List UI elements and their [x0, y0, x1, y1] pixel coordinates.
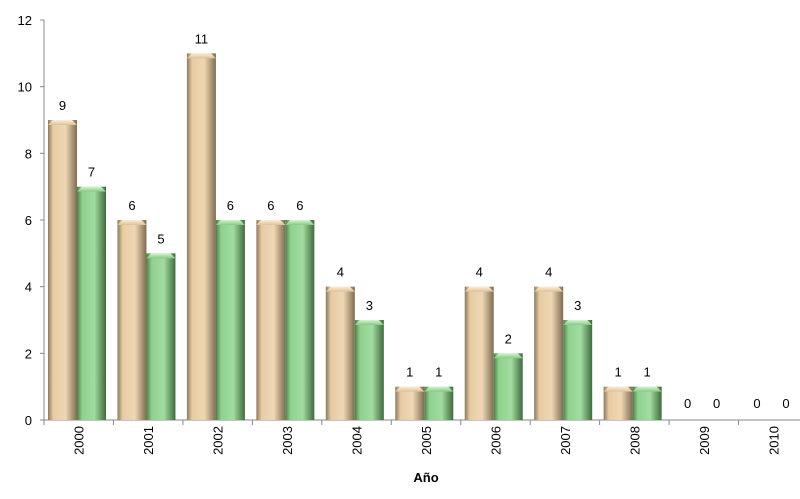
y-tick-label: 4	[25, 280, 32, 295]
bar	[563, 320, 593, 420]
bar-cap	[354, 320, 384, 325]
bar-cap	[77, 186, 106, 192]
bar	[256, 220, 286, 420]
y-tick-label: 0	[25, 413, 32, 428]
bar-cap	[117, 220, 147, 225]
data-label: 1	[644, 365, 651, 380]
data-label: 9	[59, 98, 66, 113]
bar-cap	[632, 386, 662, 392]
bar	[325, 286, 355, 420]
bar	[285, 220, 315, 420]
data-label: 3	[366, 298, 373, 313]
x-tick-label: 2010	[766, 426, 781, 455]
bar-cap	[493, 353, 523, 359]
bar	[632, 386, 662, 420]
x-tick-label: 2005	[419, 426, 434, 455]
bar-cap	[285, 220, 315, 225]
x-tick-label: 2003	[280, 426, 295, 455]
bar	[534, 286, 564, 420]
bar	[186, 53, 216, 420]
x-tick-label: 2007	[558, 426, 573, 455]
x-tick-label: 2001	[141, 426, 156, 455]
bar-cap	[325, 286, 355, 292]
x-tick-label: 2006	[488, 426, 503, 455]
bars	[48, 53, 662, 420]
bar	[395, 386, 425, 420]
data-label: 4	[476, 265, 483, 280]
data-label: 6	[227, 198, 234, 213]
bar	[146, 253, 176, 420]
data-label: 4	[545, 265, 552, 280]
bar-cap	[395, 386, 425, 392]
bar-cap	[48, 120, 77, 125]
x-tick-label: 2008	[627, 426, 642, 455]
bar-cap	[603, 386, 633, 392]
y-tick-label: 12	[18, 13, 32, 28]
bar-cap	[534, 286, 564, 292]
bar	[354, 320, 384, 420]
data-label: 1	[435, 365, 442, 380]
data-label: 7	[88, 165, 95, 180]
data-label: 6	[267, 198, 274, 213]
data-label: 6	[296, 198, 303, 213]
data-label: 1	[406, 365, 413, 380]
data-label: 11	[195, 31, 209, 46]
bar	[464, 286, 494, 420]
x-axis-title: Año	[413, 470, 438, 485]
data-label: 0	[782, 396, 789, 411]
y-tick-label: 2	[25, 346, 32, 361]
bar	[424, 386, 454, 420]
bar	[493, 353, 523, 420]
data-label: 0	[684, 396, 691, 411]
bar	[48, 120, 77, 420]
y-tick-label: 6	[25, 213, 32, 228]
bar-cap	[146, 253, 176, 259]
data-label: 6	[128, 198, 135, 213]
x-tick-label: 2002	[211, 426, 226, 455]
x-tick-label: 2000	[72, 426, 87, 455]
data-label: 3	[574, 298, 581, 313]
bar	[117, 220, 147, 420]
bar-cap	[464, 286, 494, 292]
x-tick-label: 2009	[697, 426, 712, 455]
data-label: 2	[505, 331, 512, 346]
data-labels: 9 6 11 6 4 1 4 4 1 0 0 7 5 6 6 3 1 2 3 1 0 0	[59, 31, 790, 411]
data-label: 4	[337, 265, 344, 280]
bar-cap	[186, 53, 216, 59]
data-label: 1	[615, 365, 622, 380]
y-tick-label: 10	[18, 80, 32, 95]
bar-cap	[256, 220, 286, 225]
data-label: 0	[713, 396, 720, 411]
bar	[603, 386, 633, 420]
x-tick-label: 2004	[350, 426, 365, 455]
bar	[77, 186, 106, 420]
bar	[215, 220, 245, 420]
bar-cap	[563, 320, 593, 325]
bar-cap	[215, 220, 245, 225]
bar-cap	[424, 386, 454, 392]
data-label: 0	[753, 396, 760, 411]
data-label: 5	[157, 231, 164, 246]
y-tick-label: 8	[25, 146, 32, 161]
